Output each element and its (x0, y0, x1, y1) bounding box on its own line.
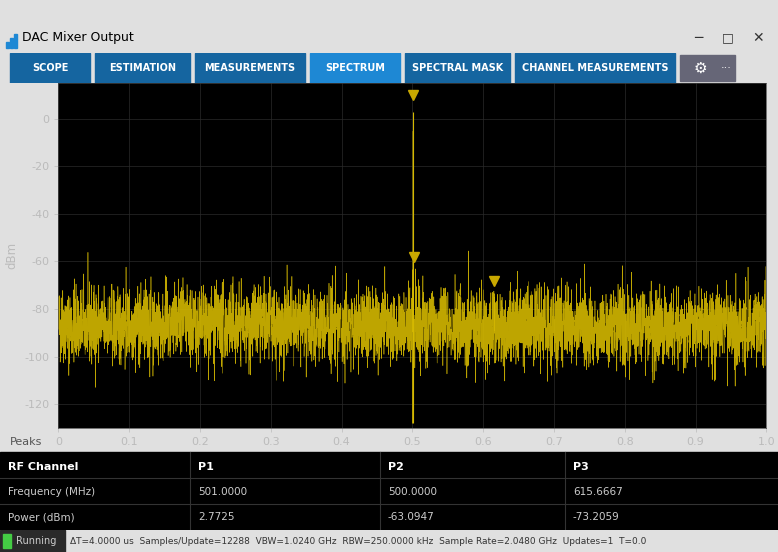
Text: P1: P1 (198, 462, 214, 472)
Text: ΔT=4.0000 us  Samples/Update=12288  VBW=1.0240 GHz  RBW=250.0000 kHz  Sample Rat: ΔT=4.0000 us Samples/Update=12288 VBW=1.… (70, 537, 647, 545)
Text: P3: P3 (573, 462, 589, 472)
Text: 500.0000: 500.0000 (388, 487, 437, 497)
Bar (405, 53, 510, 83)
Bar (3, 534, 11, 548)
Text: CHANNEL MEASUREMENTS: CHANNEL MEASUREMENTS (522, 63, 668, 73)
Text: SCOPE: SCOPE (32, 63, 68, 73)
Text: Power (dBm): Power (dBm) (8, 512, 75, 522)
Bar (0, 530, 65, 552)
Text: ─: ─ (694, 31, 703, 45)
Text: ESTIMATION: ESTIMATION (109, 63, 176, 73)
Text: Frequency (MHz): Frequency (MHz) (8, 487, 95, 497)
Text: Peaks: Peaks (10, 437, 42, 447)
Text: ···: ··· (720, 63, 731, 73)
Text: ⚙: ⚙ (693, 61, 706, 76)
X-axis label: Frequency (GHz): Frequency (GHz) (363, 453, 461, 465)
Bar (0, 452, 778, 530)
Text: SPECTRUM: SPECTRUM (325, 63, 385, 73)
Text: 501.0000: 501.0000 (198, 487, 247, 497)
Text: -73.2059: -73.2059 (573, 512, 620, 522)
Bar (680, 55, 735, 81)
Text: P2: P2 (388, 462, 404, 472)
Bar (10, 53, 90, 83)
Text: ✕: ✕ (752, 31, 764, 45)
Text: MEASUREMENTS: MEASUREMENTS (205, 63, 296, 73)
Bar (95, 53, 190, 83)
Text: Running: Running (16, 536, 56, 546)
Text: -63.0947: -63.0947 (388, 512, 435, 522)
Bar (195, 53, 305, 83)
Bar (10, 38, 13, 48)
Bar (515, 53, 675, 83)
Text: 615.6667: 615.6667 (573, 487, 622, 497)
Text: 2.7725: 2.7725 (198, 512, 234, 522)
Bar (14, 34, 17, 48)
Bar (6, 42, 9, 48)
Bar (310, 53, 400, 83)
Text: DAC Mixer Output: DAC Mixer Output (22, 31, 134, 45)
Text: RF Channel: RF Channel (8, 462, 79, 472)
Text: SPECTRAL MASK: SPECTRAL MASK (412, 63, 503, 73)
Text: □: □ (722, 31, 734, 45)
Y-axis label: dBm: dBm (5, 242, 19, 269)
